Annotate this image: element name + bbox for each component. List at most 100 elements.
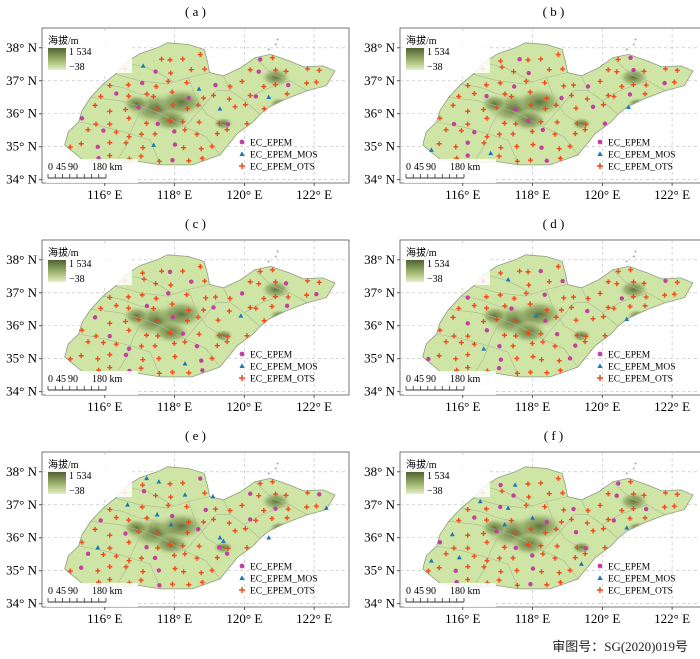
legend-ots-marker: [597, 163, 603, 169]
region-boundary: [254, 269, 308, 303]
region-boundary: [184, 302, 231, 340]
station-ots: [554, 543, 560, 549]
legend-epem-marker: [597, 351, 603, 357]
region-boundary: [254, 57, 308, 91]
station-epem: [167, 269, 173, 275]
station-epem: [211, 305, 216, 310]
station-legend: EC_EPEM EC_EPEM_MOS EC_EPEM_OTS: [597, 139, 676, 173]
station-ots: [494, 316, 500, 322]
station-ots: [188, 67, 194, 73]
station-ots: [139, 504, 145, 510]
lon-label: 122° E: [296, 611, 332, 626]
station-ots: [95, 568, 101, 574]
legend-ots-marker: [597, 375, 603, 381]
station-ots: [498, 569, 504, 575]
region-boundary: [461, 83, 516, 98]
station-ots: [92, 526, 98, 532]
station-epem: [571, 506, 576, 512]
island: [625, 472, 628, 475]
station-ots: [512, 318, 518, 324]
legend-epem-marker: [239, 139, 245, 145]
station-ots: [510, 131, 516, 137]
lat-label: 38° N: [364, 40, 395, 55]
station-ots: [209, 567, 215, 573]
station-ots: [552, 131, 558, 137]
station-ots: [663, 490, 669, 496]
station-epem: [283, 281, 289, 286]
lon-label: 120° E: [584, 187, 620, 202]
scale-bar-label: 180 km: [92, 162, 123, 173]
station-ots: [214, 555, 220, 561]
station-epem: [198, 476, 203, 481]
station-epem: [169, 513, 175, 519]
station-mos: [481, 346, 487, 351]
station-ots: [154, 106, 160, 112]
lat-label: 38° N: [364, 464, 395, 479]
station-ots: [85, 127, 91, 133]
scale-bar-label: 0: [406, 586, 411, 597]
station-ots: [585, 507, 591, 513]
station-ots: [100, 552, 106, 558]
station-ots: [674, 279, 680, 285]
station-epem: [78, 565, 84, 570]
region-boundary: [125, 486, 175, 507]
station-ots: [305, 66, 311, 72]
station-ots: [107, 121, 113, 127]
station-epem: [153, 69, 158, 74]
station-ots: [523, 78, 529, 84]
station-ots: [225, 333, 231, 339]
station-ots: [167, 118, 173, 124]
region-boundary: [546, 501, 586, 552]
terrain-relief: [436, 57, 666, 165]
station-ots: [184, 292, 190, 298]
legend-mos-marker: [239, 575, 245, 580]
station-ots: [113, 129, 119, 135]
station-ots: [451, 545, 457, 551]
station-ots: [232, 528, 238, 534]
station-ots: [156, 158, 162, 164]
station-ots: [471, 303, 477, 309]
station-ots: [630, 506, 636, 512]
scale-bar-label: 45: [56, 162, 66, 173]
island: [274, 467, 277, 470]
station-ots: [153, 84, 159, 90]
station-mos: [221, 538, 226, 543]
station-epem: [170, 314, 176, 320]
station-ots: [569, 304, 575, 310]
station-ots: [542, 106, 548, 112]
station-ots: [242, 526, 248, 532]
station-ots: [600, 526, 606, 532]
station-ots: [107, 320, 113, 326]
legend-epem-marker: [597, 563, 603, 569]
station-ots: [546, 491, 552, 497]
station-ots: [567, 567, 573, 573]
lat-label: 35° N: [364, 139, 395, 154]
elevation-title: 海拔/m: [48, 246, 79, 259]
hill-shade: [570, 541, 592, 555]
station-ots: [574, 120, 580, 126]
station-ots: [201, 307, 207, 313]
region-boundary: [184, 90, 231, 128]
hill-shade: [212, 329, 234, 343]
station-epem: [560, 278, 565, 284]
station-ots: [184, 80, 190, 86]
station-epem: [498, 482, 503, 488]
station-ots: [597, 290, 603, 296]
legend-mos-marker: [597, 575, 603, 580]
station-epem: [213, 82, 218, 88]
station-ots: [194, 555, 200, 561]
map-panel: ( b ) 34° N 35° N 36° N 37° N 38° N 116° E 118°…: [364, 4, 700, 202]
station-ots: [201, 519, 207, 525]
station-mos: [156, 479, 162, 484]
station-ots: [600, 102, 606, 108]
station-ots: [546, 279, 552, 285]
station-ots: [540, 339, 546, 345]
station-ots: [569, 516, 575, 522]
station-ots: [597, 78, 603, 84]
station-ots: [517, 268, 523, 274]
station-ots: [483, 82, 489, 88]
station-ots: [465, 108, 471, 114]
station-ots: [525, 542, 531, 548]
elevation-title: 海拔/m: [406, 246, 437, 259]
station-epem: [526, 70, 531, 76]
